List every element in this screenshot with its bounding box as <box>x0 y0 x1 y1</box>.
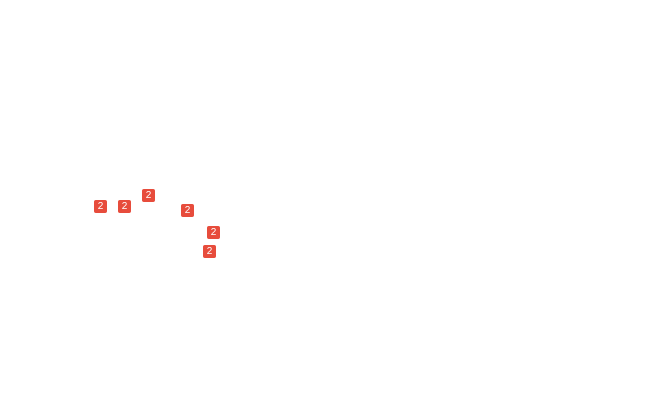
cluster-marker[interactable]: 2 <box>94 200 107 213</box>
cluster-marker[interactable]: 2 <box>181 204 194 217</box>
cluster-marker[interactable]: 2 <box>203 245 216 258</box>
cluster-marker[interactable]: 2 <box>207 226 220 239</box>
cluster-marker[interactable]: 2 <box>142 189 155 202</box>
cluster-marker[interactable]: 2 <box>118 200 131 213</box>
